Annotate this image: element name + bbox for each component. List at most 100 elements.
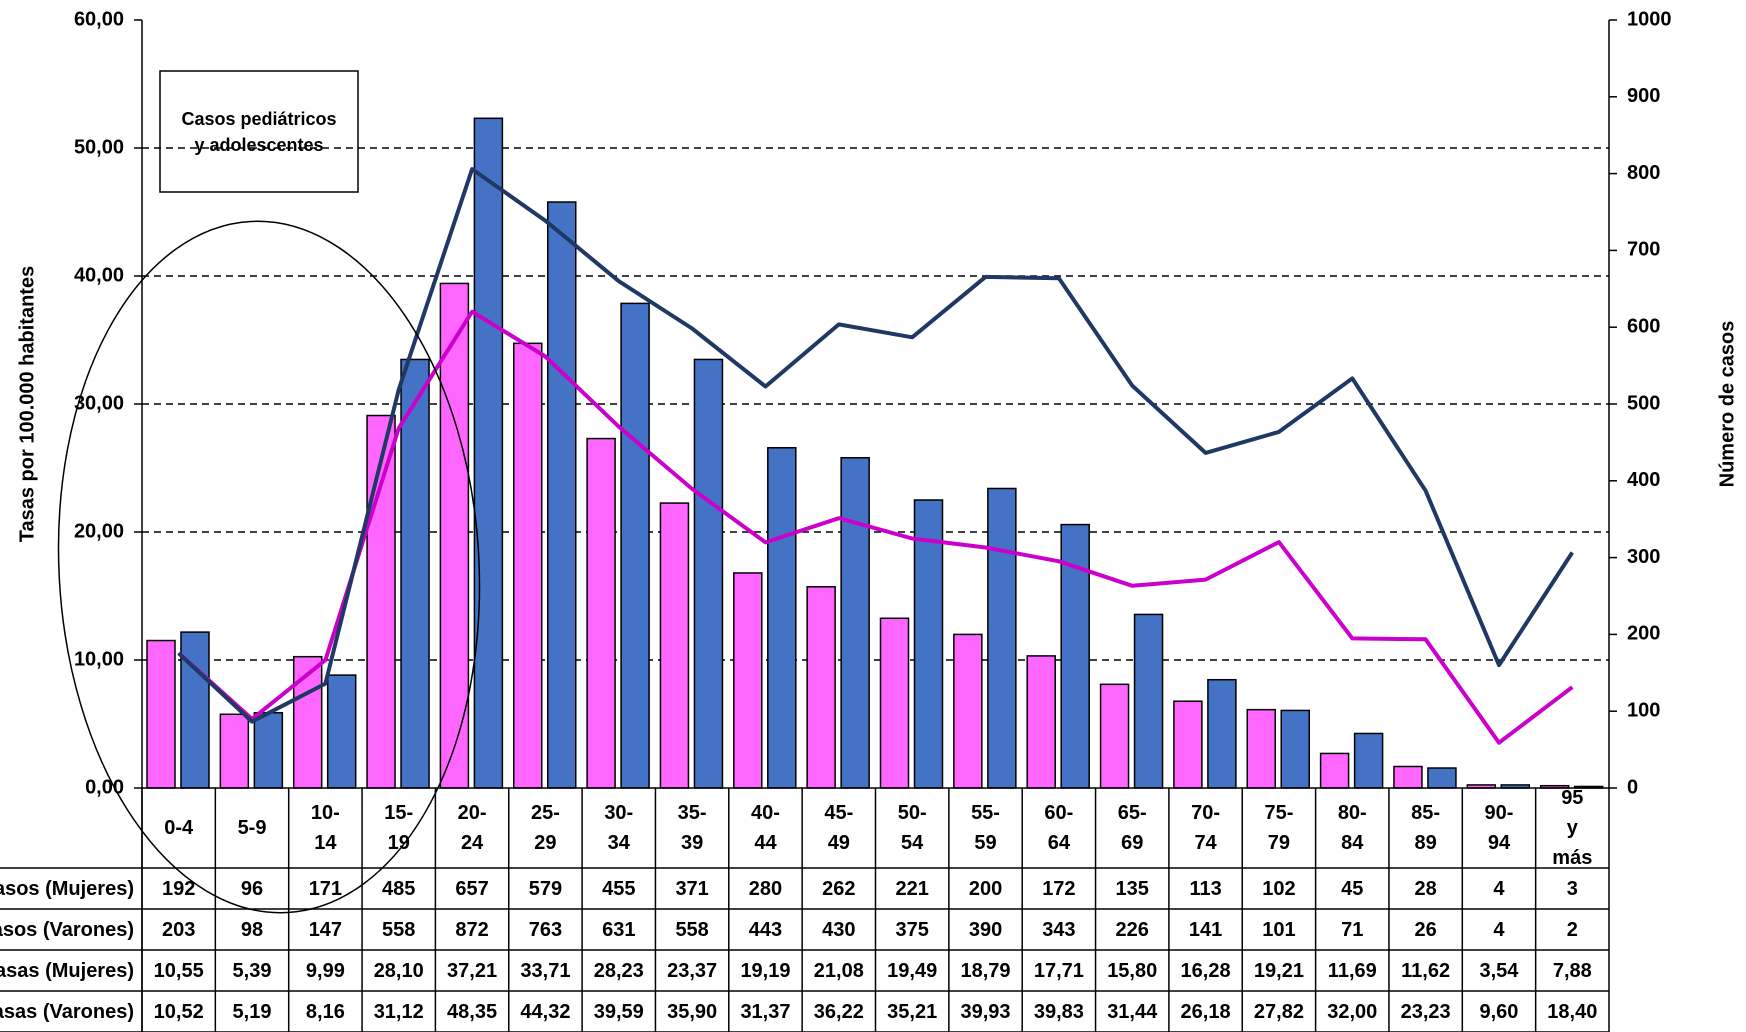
bar: [253, 711, 284, 789]
table-cell: 579: [529, 878, 562, 900]
category-cell: 10- 14: [310, 802, 340, 854]
line: [177, 167, 1574, 724]
table-cell: 226: [1116, 919, 1149, 941]
category-cell: 75- 79: [1264, 802, 1294, 854]
table-cell: 872: [455, 919, 488, 941]
table-cell: 28: [1415, 878, 1437, 900]
bar: [1393, 765, 1423, 789]
highlight-ellipse: [57, 220, 481, 914]
table-cell: 37,21: [447, 960, 497, 982]
bar: [1207, 678, 1237, 789]
table-cell: 141: [1189, 919, 1222, 941]
table-cell: 11,62: [1401, 960, 1450, 982]
category-cell: 55- 59: [971, 802, 1000, 854]
y-axis-title: Tasas por 100.000 habitantes: [16, 266, 38, 542]
x-tick-label: 35- 39: [677, 802, 707, 854]
table-cell: 45: [1341, 878, 1363, 900]
bar: [292, 655, 323, 789]
x-tick-label: 95 y más: [1552, 788, 1593, 868]
table-cell: 39,83: [1034, 1001, 1084, 1023]
table-cell: 16,28: [1181, 960, 1231, 982]
category-cell: 0-4: [164, 817, 194, 839]
bar: [840, 457, 870, 789]
y2-tick-label: 100: [1627, 699, 1660, 721]
table-cell: 35,21: [887, 1001, 937, 1023]
bar: [659, 502, 690, 789]
y-tick-label: 50,00: [74, 136, 124, 158]
bar: [879, 617, 910, 789]
bar: [586, 437, 616, 789]
bar: [1246, 708, 1276, 789]
category-cell: 15- 19: [384, 802, 413, 854]
x-tick-label: 75- 79: [1264, 802, 1294, 854]
category-cell: 35- 39: [677, 802, 707, 854]
category-cell: 60- 64: [1044, 802, 1073, 854]
y-tick-label: 40,00: [74, 264, 124, 286]
table-cell: 390: [969, 919, 1002, 941]
bar: [1026, 655, 1056, 789]
category-cell: 80- 84: [1337, 802, 1367, 854]
category-cell: 90- 94: [1485, 802, 1514, 854]
y-tick-label: 10,00: [74, 648, 124, 670]
table-cell: 31,37: [740, 1001, 790, 1023]
category-cell: 70- 74: [1191, 802, 1221, 854]
table-cell: 10,55: [154, 960, 204, 982]
category-cell: 20- 24: [458, 802, 487, 854]
y2-tick-label: 400: [1627, 469, 1660, 491]
y2-tick-label: 800: [1627, 162, 1660, 184]
table-cell: 28,10: [374, 960, 424, 982]
table-cell: 375: [895, 919, 928, 941]
table-cell: 5,19: [233, 1001, 272, 1023]
legend-label: Casos (Mujeres): [0, 878, 134, 900]
table-cell: 200: [969, 878, 1002, 900]
legend-label: Casos (Varones): [0, 919, 134, 941]
bar: [219, 713, 250, 789]
x-tick-label: 5-9: [237, 817, 267, 839]
bar: [547, 201, 577, 789]
table-cell: 262: [822, 878, 855, 900]
bar: [513, 342, 543, 789]
table-cell: 21,08: [814, 960, 864, 982]
table-cell: 39,59: [594, 1001, 644, 1023]
table-cell: 558: [675, 919, 708, 941]
table-cell: 96: [241, 878, 263, 900]
bar: [180, 631, 210, 789]
table-cell: 17,71: [1034, 960, 1084, 982]
table-cell: 171: [309, 878, 342, 900]
category-cell: 95 y más: [1552, 788, 1593, 868]
bar: [473, 117, 504, 789]
bar: [326, 674, 357, 789]
bar: [953, 633, 983, 789]
table-cell: 558: [382, 919, 415, 941]
table-cell: 10,52: [154, 1001, 204, 1023]
table-cell: 443: [749, 919, 782, 941]
table-cell: 39,93: [960, 1001, 1010, 1023]
table-cell: 15,80: [1107, 960, 1157, 982]
x-tick-label: 55- 59: [971, 802, 1000, 854]
category-cell: 65- 69: [1118, 802, 1147, 854]
bar: [987, 487, 1017, 789]
table-cell: 26: [1415, 919, 1437, 941]
table-cell: 36,22: [814, 1001, 864, 1023]
table-cell: 31,12: [374, 1001, 424, 1023]
table-cell: 430: [822, 919, 855, 941]
table-cell: 11,69: [1328, 960, 1377, 982]
category-cell: 40- 44: [751, 802, 780, 854]
y2-tick-label: 300: [1627, 546, 1660, 568]
category-cell: 45- 49: [824, 802, 853, 854]
x-tick-label: 0-4: [164, 817, 194, 839]
bar: [1173, 700, 1203, 789]
y2-axis-title: Número de casos: [1716, 321, 1738, 488]
table-cell: 44,32: [520, 1001, 570, 1023]
legend-label: Tasas (Varones): [0, 1001, 134, 1023]
table-cell: 4: [1493, 919, 1505, 941]
annotation: Casos pediátricos y adolescentes: [181, 108, 337, 155]
table-cell: 147: [309, 919, 342, 941]
x-tick-label: 80- 84: [1337, 802, 1367, 854]
x-tick-label: 70- 74: [1191, 802, 1221, 854]
table-cell: 631: [602, 919, 635, 941]
y2-tick-label: 600: [1627, 315, 1660, 337]
x-tick-label: 10- 14: [310, 802, 340, 854]
table-cell: 113: [1189, 878, 1221, 900]
